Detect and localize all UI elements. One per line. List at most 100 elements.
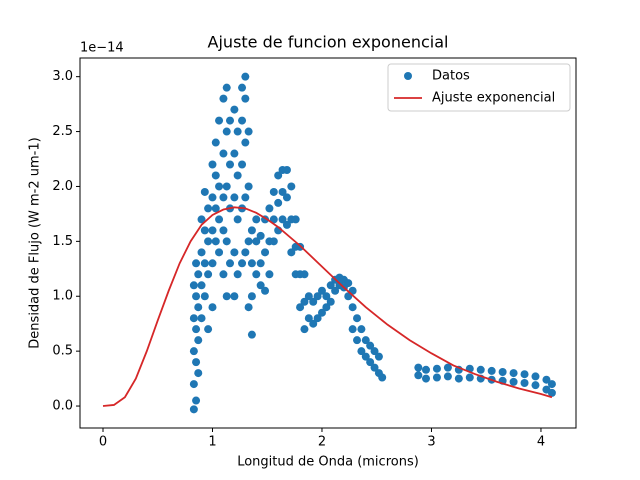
y-tick-label: 0.5 [52,344,73,359]
data-point [244,127,253,136]
data-point [300,325,309,334]
data-point [238,160,247,169]
data-point [200,187,209,196]
data-point [230,149,239,158]
data-point [269,187,278,196]
chart-title: Ajuste de funcion exponencial [208,33,449,52]
data-point [309,319,318,328]
data-point [348,325,357,334]
data-point [219,193,228,202]
data-point [222,182,231,191]
data-point [278,187,287,196]
data-point [326,281,335,290]
y-tick-label: 1.0 [52,289,73,304]
data-point [322,303,331,312]
data-point [208,226,217,235]
data-point [432,373,441,382]
data-point [204,204,213,213]
data-point [219,270,228,279]
data-point [208,193,217,202]
data-point [296,303,305,312]
data-point [208,303,217,312]
data-point [238,83,247,92]
x-axis-label: Longitud de Onda (microns) [237,455,419,470]
x-tick-label: 0 [99,435,107,450]
data-point [197,248,206,257]
data-point [265,204,274,213]
x-tick-label: 3 [427,435,435,450]
data-point [192,325,201,334]
data-point [192,292,201,301]
y-tick-label: 1.5 [52,234,73,249]
data-point [291,215,300,224]
data-point [222,83,231,92]
data-point [208,259,217,268]
data-point [261,286,270,295]
data-point [192,396,201,405]
data-point [215,182,224,191]
data-point [414,371,423,380]
data-point [509,369,518,378]
data-point [204,270,213,279]
data-point [233,171,242,180]
data-point [211,204,220,213]
data-point [300,270,309,279]
x-tick-label: 1 [208,435,216,450]
data-point [222,127,231,136]
data-point [252,215,261,224]
data-point [313,292,322,301]
data-point [200,226,209,235]
data-point [192,259,201,268]
data-point [219,226,228,235]
data-point [226,160,235,169]
data-point [443,363,452,372]
data-point [230,248,239,257]
data-point [421,374,430,383]
y-tick-label: 2.0 [52,179,73,194]
data-point [241,72,250,81]
data-point [211,237,220,246]
data-point [361,336,370,345]
y-offset-text: 1e−14 [80,41,124,56]
data-point [247,226,256,235]
data-point [252,270,261,279]
y-tick-label: 3.0 [52,69,73,84]
data-point [465,373,474,382]
data-point [192,358,201,367]
fit-line [102,206,553,407]
data-point [542,375,551,384]
data-point [256,259,265,268]
data-point [222,237,231,246]
data-point [219,94,228,103]
data-point [361,352,370,361]
data-point [241,138,250,147]
data-point [366,358,375,367]
data-point [309,297,318,306]
data-point [274,198,283,207]
data-point [269,237,278,246]
data-point [353,336,362,345]
data-point [547,380,556,389]
data-point [313,314,322,323]
data-point [197,314,206,323]
data-point [370,347,379,356]
data-point [244,182,253,191]
legend-label: Ajuste exponencial [432,91,555,106]
data-point [282,193,291,202]
data-point [194,270,203,279]
data-point [331,286,340,295]
data-point [189,281,198,290]
y-axis-label: Densidad de Flujo (W m-2 um-1) [28,137,43,348]
data-point [215,116,224,125]
data-point [498,368,507,377]
data-point [194,303,203,312]
data-point [509,377,518,386]
data-point [269,215,278,224]
data-point [374,352,383,361]
data-point [252,237,261,246]
data-point [200,259,209,268]
legend-box [387,63,571,112]
data-point [300,297,309,306]
data-point [261,248,270,257]
